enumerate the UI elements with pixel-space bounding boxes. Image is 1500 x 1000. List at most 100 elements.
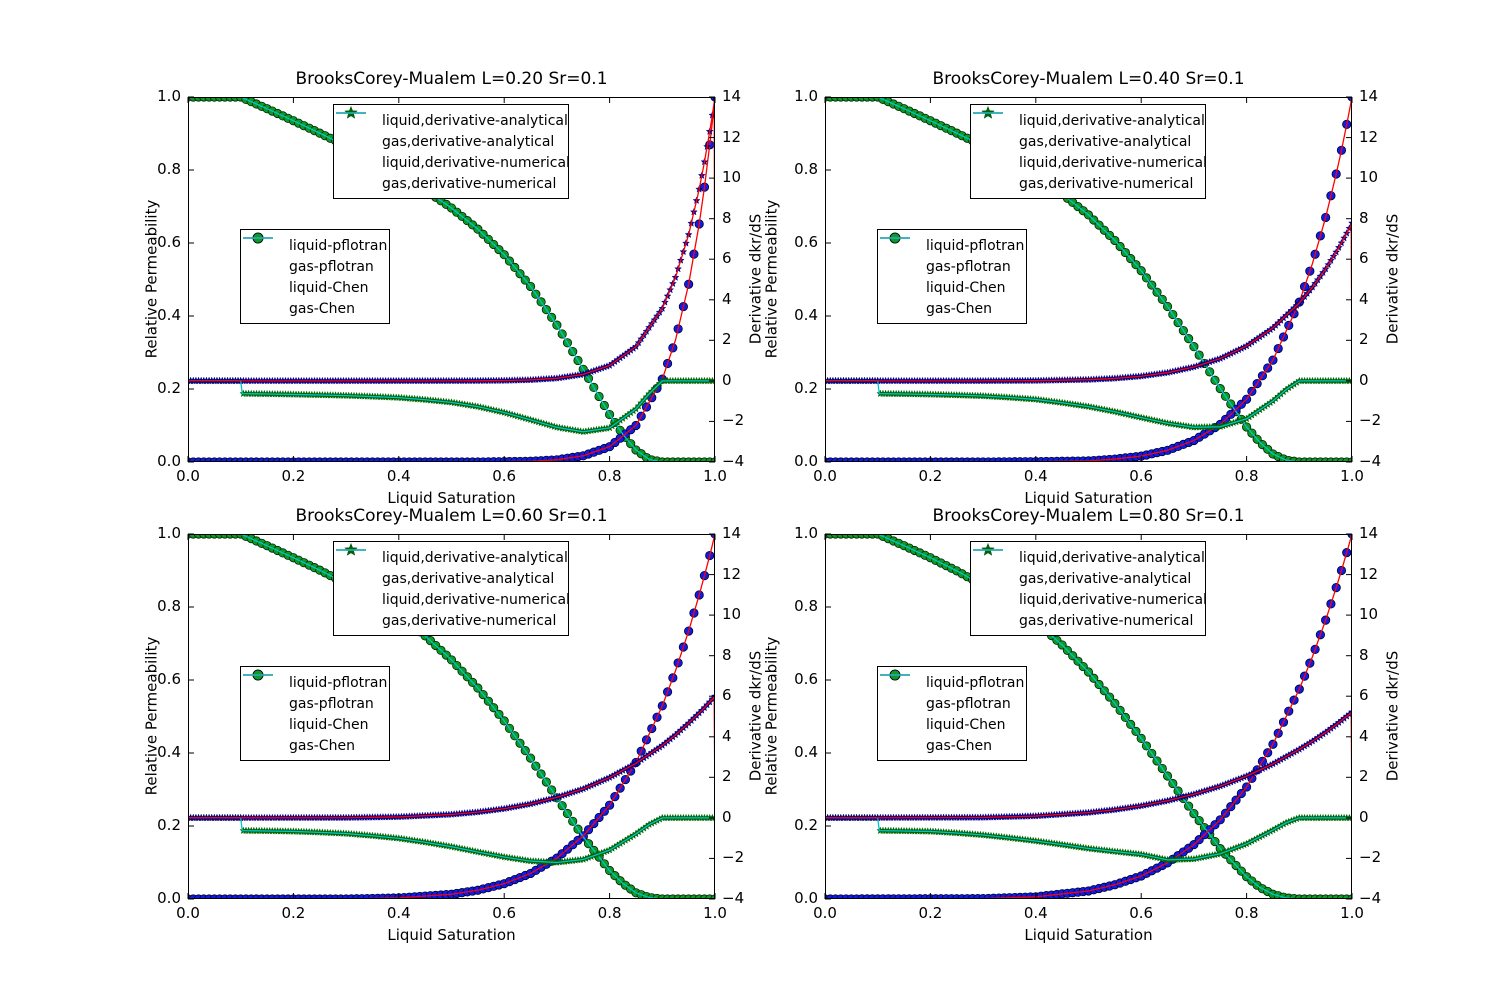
y-right-tick-label: −4 bbox=[1359, 889, 1382, 907]
series-liquid-derivative-numerical-line bbox=[825, 224, 1352, 382]
y-right-tick-label: 8 bbox=[1359, 208, 1369, 227]
y-right-tick-label: 4 bbox=[722, 289, 732, 308]
legend-relperm-item: gas-pflotran bbox=[882, 232, 1020, 277]
y-right-axis-label: Derivative dkr/dS bbox=[746, 650, 764, 781]
y-left-tick-label: 0.8 bbox=[794, 597, 818, 615]
y-left-tick-label: 1.0 bbox=[157, 524, 181, 542]
series-gas-chen-line bbox=[825, 534, 1352, 899]
y-left-tick-label: 0.4 bbox=[794, 743, 818, 761]
y-right-tick-label: −4 bbox=[1359, 452, 1382, 470]
legend-relperm-item: gas-Chen bbox=[880, 674, 1020, 756]
legend-label: liquid,derivative-numerical bbox=[382, 154, 570, 171]
x-tick-label: 0.4 bbox=[1023, 467, 1048, 485]
y-right-tick-label: 2 bbox=[1359, 767, 1369, 786]
legend-label: liquid,derivative-numerical bbox=[1019, 154, 1207, 171]
legend-derivative: liquid,derivative-analytical gas,derivati… bbox=[970, 104, 1207, 199]
y-left-tick-label: 0.8 bbox=[157, 160, 181, 178]
series-liquid-chen-line bbox=[188, 534, 715, 899]
subplot-2: liquid,derivative-analytical gas,derivati… bbox=[824, 96, 1353, 463]
series-liquid-derivative-analytical-stars bbox=[825, 707, 1352, 822]
y-right-axis-label: Derivative dkr/dS bbox=[746, 213, 764, 344]
legend-derivative: liquid,derivative-analytical gas,derivati… bbox=[333, 104, 570, 199]
subplot-2-plot-area bbox=[824, 96, 1353, 463]
legend-label: gas,derivative-analytical bbox=[382, 570, 555, 587]
series-liquid-derivative-analytical-stars bbox=[825, 219, 1352, 385]
x-tick-label: 1.0 bbox=[703, 904, 727, 922]
legend-label: liquid,derivative-numerical bbox=[1019, 591, 1207, 608]
y-right-tick-label: 2 bbox=[1359, 330, 1369, 349]
legend-label: gas-pflotran bbox=[289, 695, 374, 712]
y-left-tick-label: 1.0 bbox=[157, 87, 181, 105]
series-gas-derivative-numerical-line bbox=[825, 817, 1352, 861]
y-left-tick-label: 0.4 bbox=[157, 743, 181, 761]
y-right-tick-label: 10 bbox=[722, 605, 742, 624]
y-right-tick-label: 6 bbox=[1359, 686, 1369, 705]
legend-label: gas-Chen bbox=[926, 300, 992, 317]
x-tick-label: 1.0 bbox=[703, 467, 727, 485]
subplot-4-title: BrooksCorey-Mualem L=0.80 Sr=0.1 bbox=[932, 506, 1245, 526]
legend-derivative-item: gas,derivative-analytical bbox=[338, 106, 562, 152]
legend-derivative-item: gas,derivative-analytical bbox=[975, 106, 1199, 152]
legend-label: liquid,derivative-analytical bbox=[1019, 112, 1205, 129]
series-gas-derivative-analytical-stars bbox=[825, 376, 1352, 431]
y-left-tick-label: 1.0 bbox=[794, 524, 818, 542]
legend-label: liquid-Chen bbox=[289, 279, 369, 296]
subplot-3-title: BrooksCorey-Mualem L=0.60 Sr=0.1 bbox=[295, 506, 608, 526]
x-tick-label: 0.2 bbox=[918, 904, 943, 922]
series-gas-derivative-numerical-line bbox=[188, 817, 715, 864]
y-right-tick-label: 0 bbox=[1359, 807, 1369, 826]
x-axis-label: Liquid Saturation bbox=[1024, 489, 1153, 507]
x-tick-label: 0.0 bbox=[176, 467, 200, 485]
y-right-axis-label: Derivative dkr/dS bbox=[1383, 213, 1401, 344]
legend-derivative: liquid,derivative-analytical gas,derivati… bbox=[970, 541, 1207, 636]
y-left-axis-label: Relative Permeability bbox=[142, 636, 160, 795]
y-right-tick-label: 4 bbox=[1359, 289, 1369, 308]
legend-label: gas-pflotran bbox=[926, 258, 1011, 275]
legend-label: liquid-Chen bbox=[926, 716, 1006, 733]
legend-derivative: liquid,derivative-analytical gas,derivati… bbox=[333, 541, 570, 636]
series-gas-derivative-numerical-line bbox=[188, 380, 715, 433]
series-gas-chen-line bbox=[188, 97, 715, 462]
y-left-tick-label: 0.4 bbox=[157, 306, 181, 324]
y-left-tick-label: 0.6 bbox=[157, 233, 181, 251]
y-right-tick-label: 0 bbox=[722, 807, 732, 826]
x-axis-label: Liquid Saturation bbox=[1024, 926, 1153, 944]
legend-derivative-item: gas,derivative-numerical bbox=[973, 112, 1199, 194]
legend-derivative-item: liquid,derivative-analytical bbox=[338, 106, 568, 131]
y-right-tick-label: 12 bbox=[722, 564, 742, 583]
x-tick-label: 0.6 bbox=[492, 904, 517, 922]
legend-relperm: liquid-pflotran gas-pflotran liquid-Chen ga… bbox=[877, 229, 1027, 324]
y-left-tick-label: 0.6 bbox=[794, 670, 818, 688]
series-liquid-chen-line bbox=[825, 534, 1352, 899]
legend-relperm-item: gas-Chen bbox=[243, 674, 383, 756]
x-tick-label: 0.0 bbox=[813, 467, 837, 485]
y-left-tick-label: 0.8 bbox=[157, 597, 181, 615]
series-gas-derivative-analytical-stars bbox=[825, 813, 1352, 864]
legend-label: gas-Chen bbox=[289, 737, 355, 754]
x-tick-label: 0.0 bbox=[813, 904, 837, 922]
y-left-tick-label: 0.2 bbox=[157, 816, 181, 834]
series-gas-chen-line bbox=[188, 534, 715, 899]
subplot-2-title: BrooksCorey-Mualem L=0.40 Sr=0.1 bbox=[932, 69, 1245, 89]
y-left-axis-label: Relative Permeability bbox=[762, 636, 780, 795]
y-right-tick-label: −4 bbox=[722, 889, 745, 907]
y-right-tick-label: 6 bbox=[722, 686, 732, 705]
axes-frame bbox=[187, 533, 716, 900]
y-right-tick-label: −2 bbox=[1359, 848, 1382, 867]
y-left-tick-label: 0.0 bbox=[157, 889, 181, 907]
axes-frame bbox=[187, 96, 716, 463]
x-tick-label: 0.2 bbox=[281, 467, 306, 485]
series-gas-derivative-analytical-stars bbox=[188, 813, 715, 866]
x-tick-label: 1.0 bbox=[1340, 904, 1364, 922]
y-right-tick-label: 2 bbox=[722, 330, 732, 349]
x-tick-label: 0.4 bbox=[386, 904, 411, 922]
series-liquid-derivative-numerical-line bbox=[188, 695, 715, 819]
legend-label: gas,derivative-numerical bbox=[1019, 612, 1194, 629]
legend-label: liquid-pflotran bbox=[289, 674, 388, 691]
x-tick-label: 0.4 bbox=[386, 467, 411, 485]
y-right-tick-label: 12 bbox=[1359, 564, 1379, 583]
x-tick-label: 0.8 bbox=[1234, 904, 1259, 922]
y-right-tick-label: 8 bbox=[722, 645, 732, 664]
legend-relperm: liquid-pflotran gas-pflotran liquid-Chen ga… bbox=[240, 666, 390, 761]
legend-relperm: liquid-pflotran gas-pflotran liquid-Chen ga… bbox=[240, 229, 390, 324]
